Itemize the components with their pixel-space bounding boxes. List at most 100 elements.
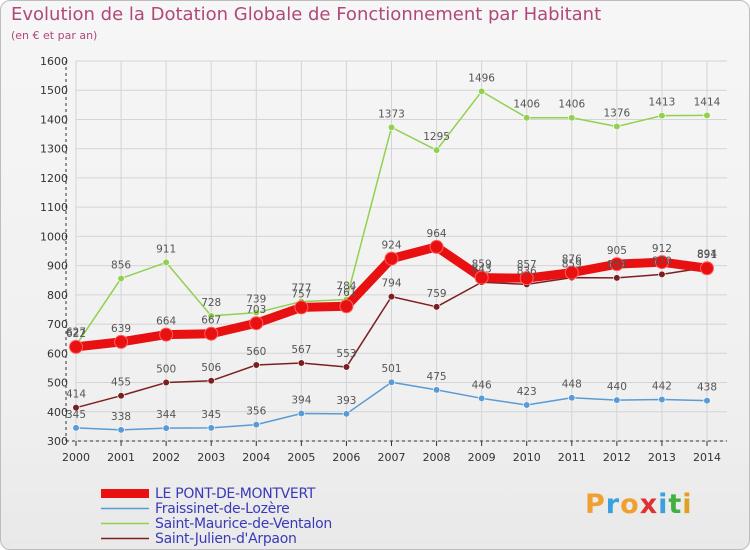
data-point (613, 396, 621, 404)
data-label: 344 (156, 409, 176, 421)
y-tick-label: 800 (47, 289, 68, 302)
legend-item[interactable]: Saint-Maurice-de-Ventalon (101, 515, 332, 532)
y-tick-label: 1600 (40, 55, 68, 68)
data-point (564, 265, 579, 280)
data-point (523, 401, 531, 409)
proxiti-logo: Proxiti (585, 489, 693, 520)
data-point (474, 270, 489, 285)
data-label: 356 (246, 406, 266, 418)
data-point (207, 377, 215, 385)
data-point (703, 111, 711, 119)
legend: LE PONT-DE-MONTVERT Fraissinet-de-Lozère… (101, 485, 332, 547)
data-label: 894 (697, 248, 717, 260)
data-point (162, 378, 170, 387)
data-label: 858 (607, 259, 627, 271)
data-point (523, 114, 531, 122)
legend-item[interactable]: Fraissinet-de-Lozère (101, 500, 332, 517)
data-label: 703 (246, 304, 266, 316)
legend-label: LE PONT-DE-MONTVERT (155, 485, 316, 502)
axes: 300 400 500 600 700 800 900 1000 1100 1200 1300 140… (40, 55, 727, 464)
x-tick-label: 2000 (62, 451, 90, 464)
data-point (204, 326, 219, 341)
data-label: 639 (111, 323, 131, 335)
data-label: 739 (246, 294, 266, 306)
data-point (159, 327, 174, 342)
data-label: 438 (697, 382, 717, 394)
legend-label: Saint-Maurice-de-Ventalon (155, 515, 332, 532)
data-label: 870 (652, 255, 672, 267)
data-point (252, 309, 260, 317)
data-label: 1295 (423, 131, 450, 143)
x-tick-label: 2014 (693, 451, 721, 464)
logo-letter: i (658, 489, 669, 520)
y-tick-label: 400 (47, 406, 68, 419)
data-point (478, 87, 486, 95)
y-tick-label: 900 (47, 260, 68, 273)
y-tick-label: 700 (47, 318, 68, 331)
logo-letter: r (605, 489, 621, 520)
data-label: 843 (472, 263, 492, 275)
legend-label: Fraissinet-de-Lozère (155, 500, 290, 517)
data-point (207, 424, 215, 432)
x-tick-label: 2007 (378, 451, 406, 464)
data-point (432, 386, 441, 394)
data-point (252, 421, 260, 429)
data-point (207, 312, 215, 320)
data-label: 1376 (603, 107, 630, 119)
data-label: 856 (111, 259, 131, 271)
x-tick-label: 2004 (242, 451, 270, 464)
data-point (568, 394, 576, 402)
data-point (69, 339, 83, 354)
data-point (297, 359, 305, 367)
data-label: 924 (381, 240, 401, 252)
data-point (387, 123, 396, 131)
y-tick-label: 600 (47, 347, 68, 360)
data-label: 667 (201, 315, 221, 327)
data-label: 1406 (558, 99, 585, 111)
legend-swatch (101, 522, 149, 525)
data-point (252, 361, 260, 369)
data-point (162, 258, 170, 267)
y-tick-label: 1500 (40, 84, 68, 97)
data-label: 728 (201, 297, 221, 309)
y-tick-label: 1000 (40, 230, 68, 243)
data-label: 345 (66, 409, 86, 421)
data-point (342, 410, 351, 418)
logo-letter: x (639, 489, 659, 520)
data-point (568, 114, 576, 122)
data-label: 627 (66, 326, 86, 338)
data-point (117, 426, 125, 434)
data-label: 759 (427, 288, 447, 300)
data-point (339, 299, 354, 314)
data-label: 500 (156, 364, 176, 376)
data-label: 911 (156, 243, 176, 255)
data-label: 664 (156, 316, 176, 328)
data-point (519, 271, 534, 286)
data-label: 757 (291, 288, 311, 300)
x-tick-label: 2009 (468, 451, 496, 464)
x-tick-label: 2002 (152, 451, 180, 464)
data-label: 553 (336, 348, 356, 360)
data-point (654, 255, 669, 270)
data-label: 393 (336, 395, 356, 407)
data-point (387, 293, 396, 301)
data-label: 414 (66, 389, 86, 401)
chart-subtitle: (en € et par an) (11, 29, 98, 42)
data-label: 338 (111, 411, 131, 423)
y-tick-label: 1400 (40, 113, 68, 126)
data-label: 455 (111, 377, 131, 389)
x-tick-label: 2001 (107, 451, 135, 464)
data-point (703, 397, 711, 405)
data-point (429, 239, 444, 254)
y-tick-label: 300 (47, 435, 68, 448)
x-tick-label: 2005 (287, 451, 315, 464)
legend-item[interactable]: LE PONT-DE-MONTVERT (101, 485, 332, 502)
data-label: 1406 (513, 99, 540, 111)
data-label: 345 (201, 409, 221, 421)
legend-item[interactable]: Saint-Julien-d'Arpaon (101, 530, 332, 547)
legend-label: Saint-Julien-d'Arpaon (155, 530, 297, 547)
data-point (432, 146, 441, 154)
data-label: 784 (336, 281, 356, 293)
y-tick-label: 1100 (40, 201, 68, 214)
data-point (432, 303, 441, 311)
